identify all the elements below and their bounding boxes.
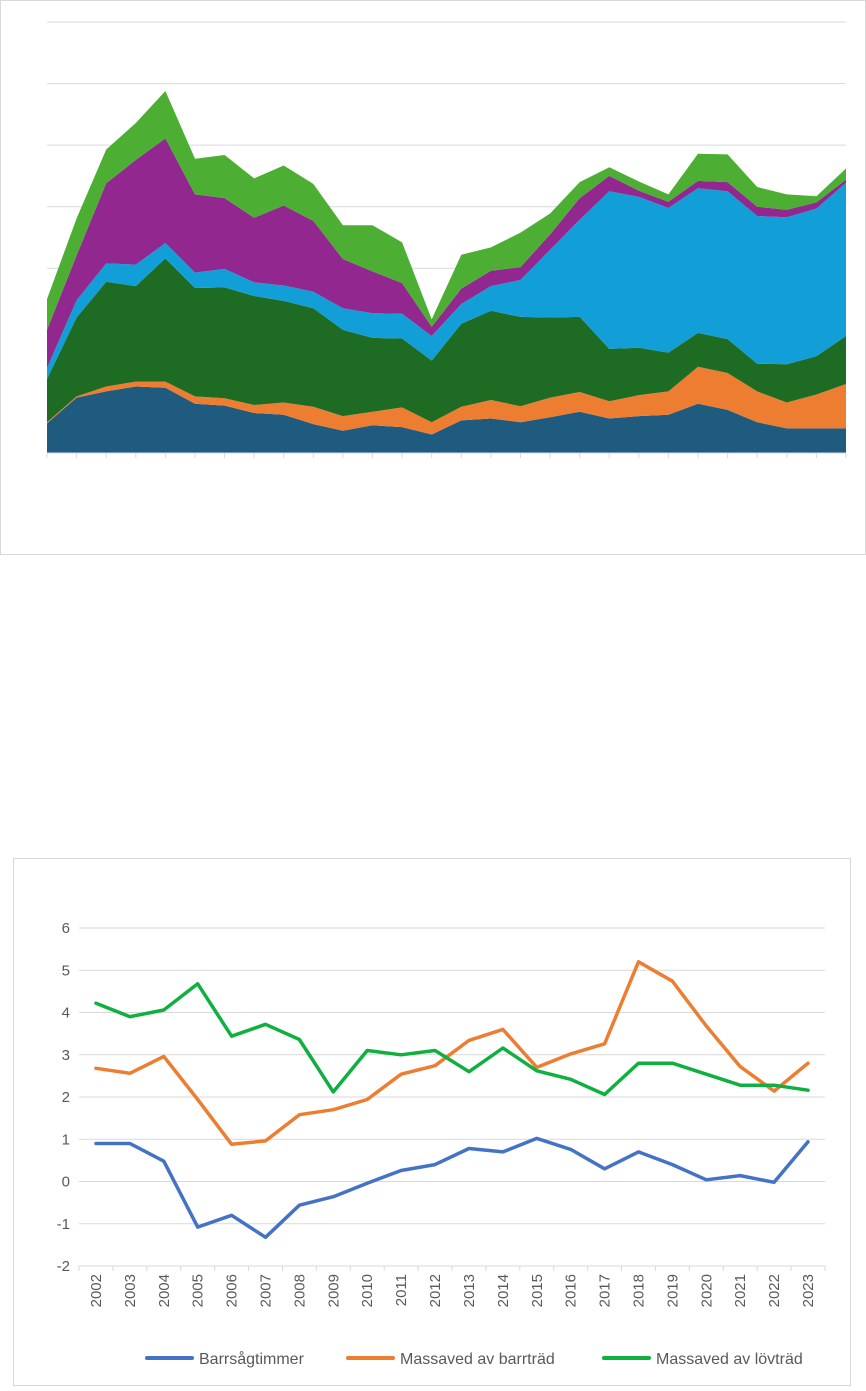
x-tick-label: 2002	[88, 1274, 105, 1307]
x-tick-label: 2016	[563, 1274, 580, 1307]
stacked-area-chart	[46, 21, 847, 458]
legend-item: Barrsågtimmer	[145, 1350, 305, 1368]
y-tick-label: 5	[62, 962, 70, 979]
x-tick-label: 2017	[597, 1274, 614, 1307]
x-tick-label: 2011	[393, 1274, 410, 1306]
area-series	[47, 91, 846, 453]
x-tick-label: 2023	[800, 1274, 817, 1307]
x-tick-label: 2021	[732, 1274, 749, 1307]
y-tick-label: -1	[57, 1216, 70, 1233]
x-tick-label: 2014	[495, 1274, 512, 1307]
area-series-4	[47, 182, 846, 380]
y-tick-label: 2	[62, 1089, 70, 1106]
area-series-3	[47, 258, 846, 423]
legend-label: Massaved av lövträd	[656, 1351, 803, 1368]
legend-label: Massaved av barrträd	[400, 1351, 555, 1368]
x-axis-ticks	[46, 453, 847, 458]
x-tick-label: 2007	[258, 1274, 275, 1307]
area-series-1	[47, 386, 846, 453]
x-tick-label: 2015	[529, 1274, 546, 1307]
x-tick-label: 2008	[291, 1274, 308, 1307]
legend-item: Massaved av barrträd	[346, 1351, 555, 1368]
y-tick-label: -2	[57, 1258, 70, 1275]
series-line-2	[94, 960, 810, 1147]
x-tick-label: 2022	[766, 1274, 783, 1307]
x-tick-label: 2012	[427, 1274, 444, 1307]
stacked-area-chart-panel	[0, 0, 866, 555]
x-tick-label: 2006	[224, 1274, 241, 1307]
x-tick-label: 2005	[190, 1274, 207, 1307]
x-tick-label: 2019	[664, 1274, 681, 1307]
area-series-5	[47, 138, 846, 368]
series-line-1	[94, 1136, 810, 1240]
y-tick-label: 3	[62, 1047, 70, 1064]
x-tick-label: 2004	[156, 1274, 173, 1307]
y-tick-label: 6	[62, 920, 70, 937]
legend-item: Massaved av lövträd	[602, 1351, 803, 1368]
x-tick-label: 2013	[461, 1274, 478, 1307]
x-axis-ticks: 2002 2003 2004 2005 2006 2007 2008 2009 2010 2011…	[78, 1266, 826, 1307]
x-tick-label: 2018	[631, 1274, 648, 1307]
y-axis-ticks: -2 -1 0 1 2 3 4 5 6	[57, 920, 70, 1275]
legend-label: Barrsågtimmer	[199, 1350, 305, 1368]
area-series-2	[47, 366, 846, 435]
x-tick-label: 2009	[325, 1274, 342, 1307]
line-series	[94, 960, 810, 1240]
x-tick-label: 2010	[359, 1274, 376, 1307]
y-tick-label: 4	[62, 1005, 70, 1022]
x-tick-label: 2020	[698, 1274, 715, 1307]
legend: Barrsågtimmer Massaved av barrträd Massave…	[145, 1350, 803, 1368]
y-tick-label: 1	[62, 1131, 70, 1148]
series-line-3	[94, 982, 810, 1097]
line-chart-panel: -2 -1 0 1 2 3 4 5 6 2002 2003 2004 2005 2006 2007 2008 2…	[13, 858, 851, 1386]
x-tick-label: 2003	[122, 1274, 139, 1307]
y-tick-label: 0	[62, 1174, 70, 1191]
